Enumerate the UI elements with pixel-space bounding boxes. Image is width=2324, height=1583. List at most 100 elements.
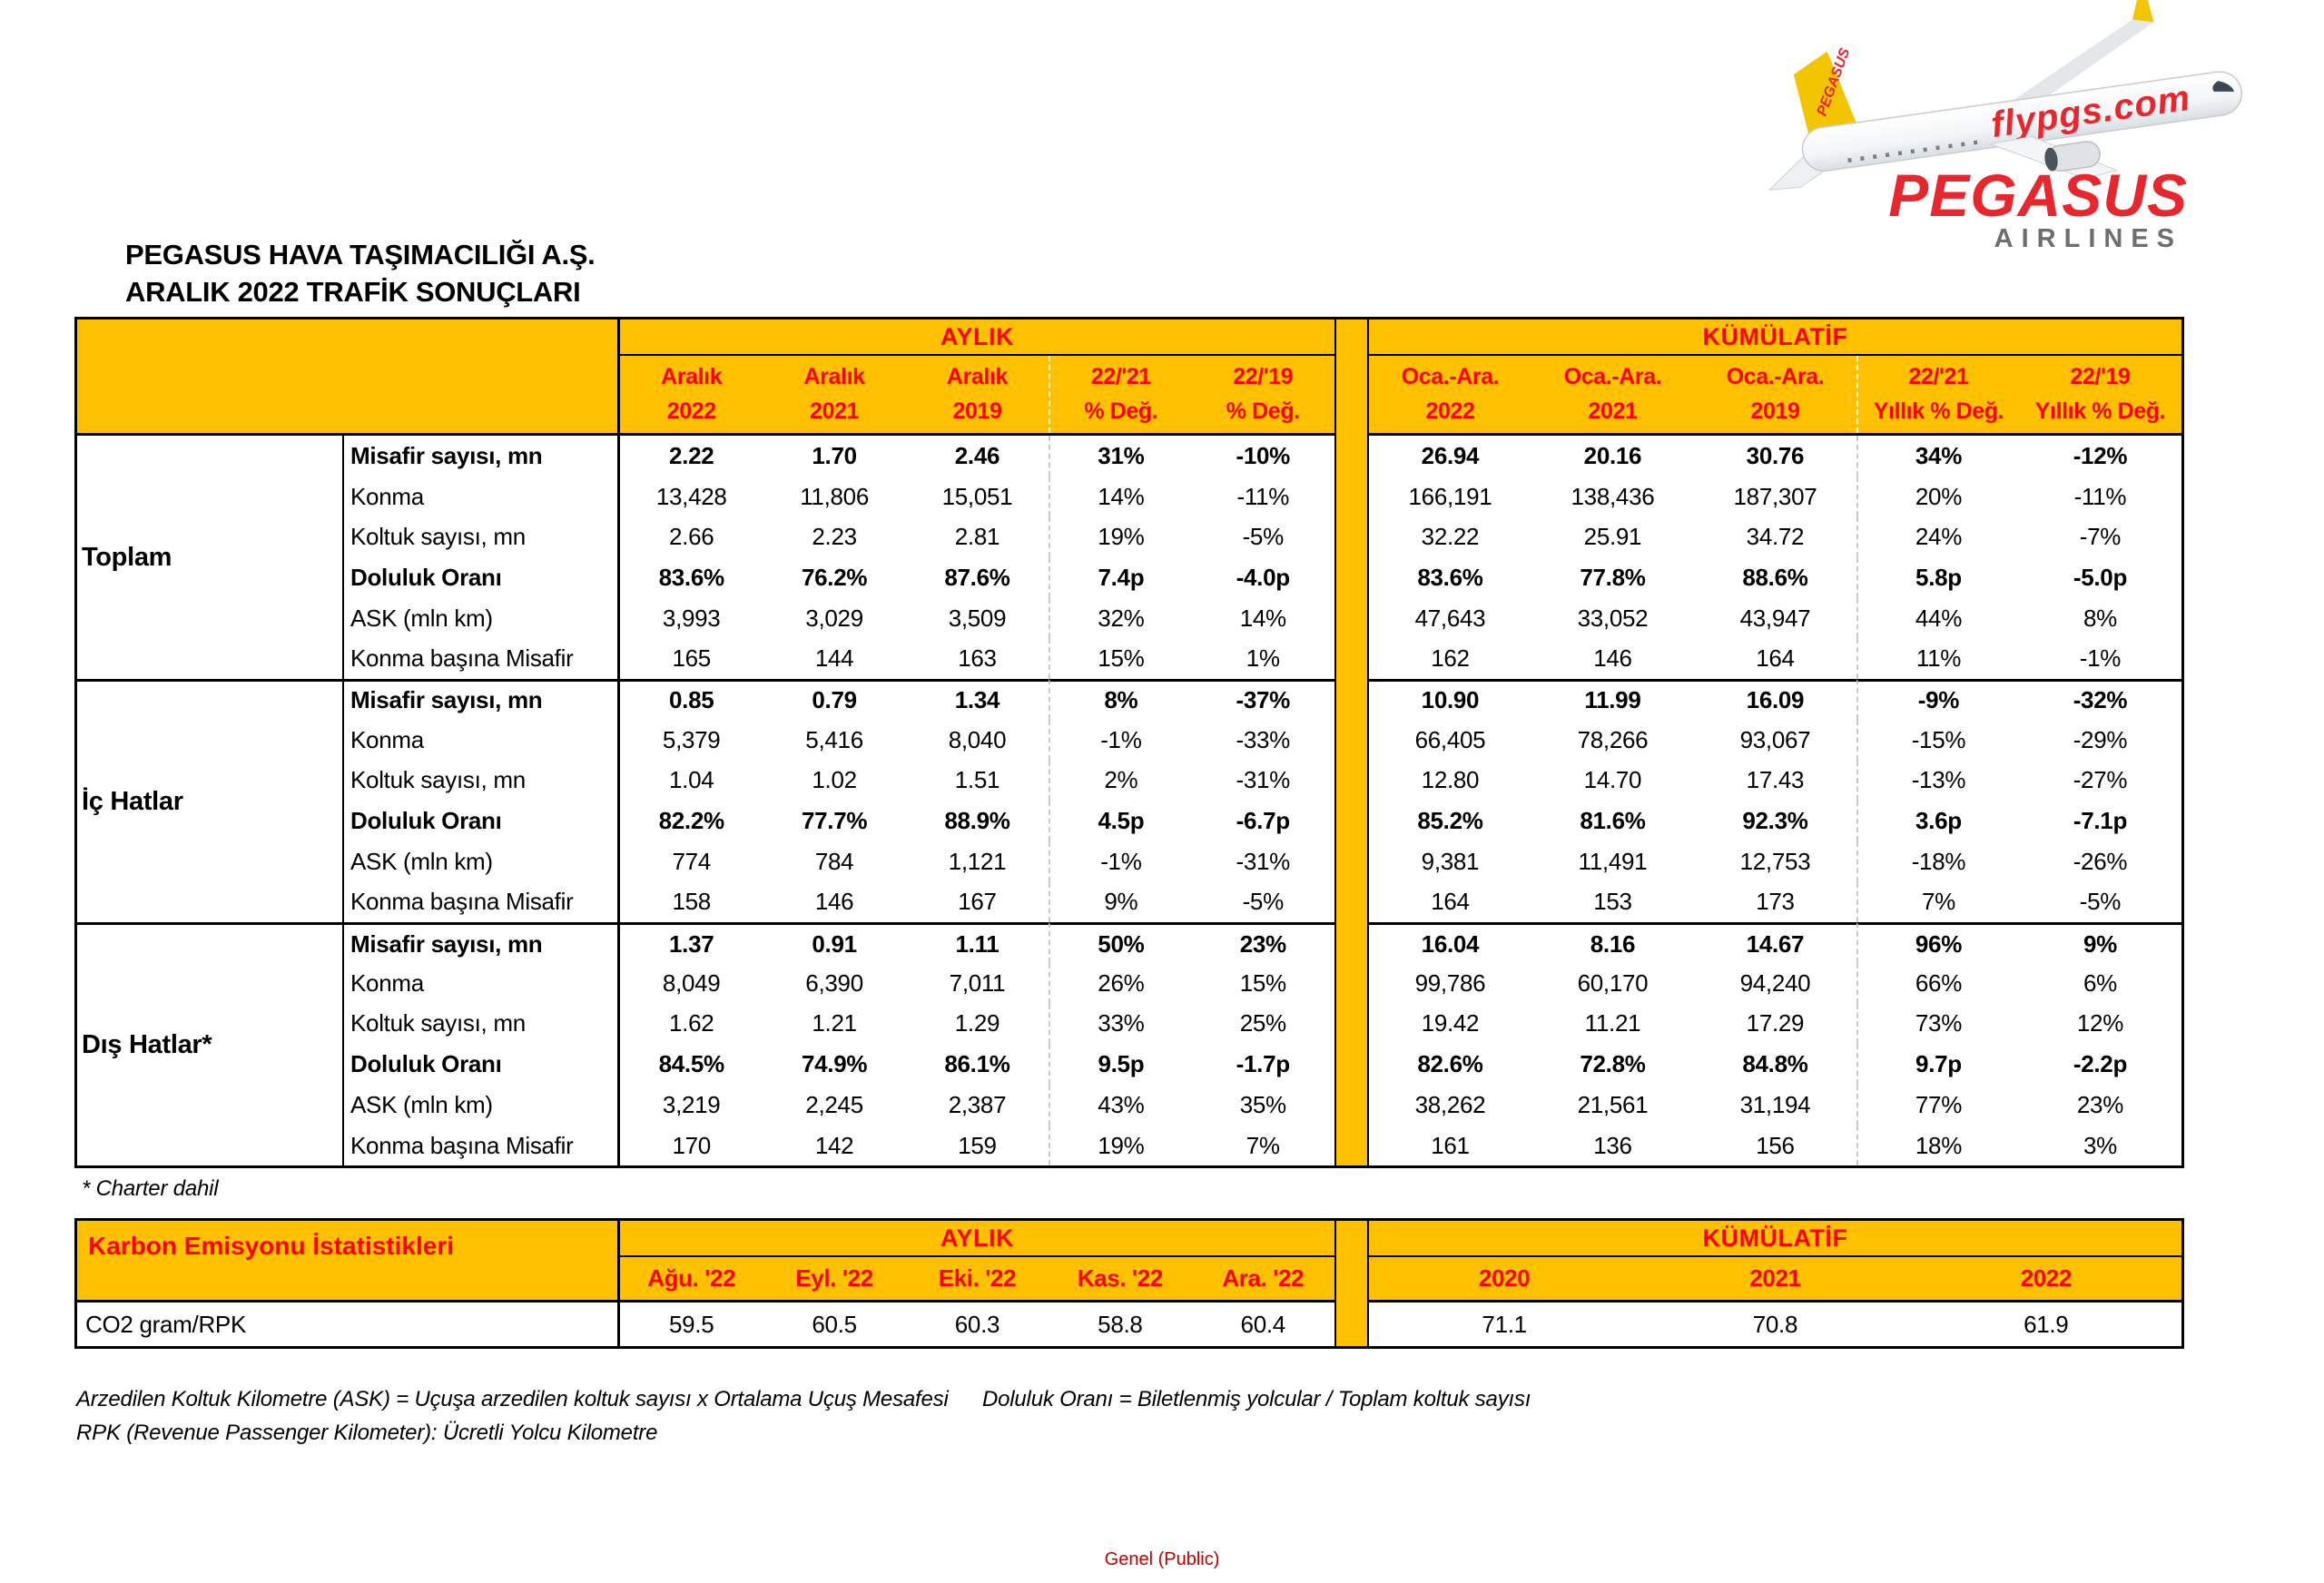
value-cell-monthly-5: 1% [1246,644,1280,673]
value-cell-monthly-1: 3,219 [662,1090,721,1118]
value-cell-monthly-5: -4.0p [1236,563,1290,591]
value-cell-monthly-2: 76.2% [801,563,868,591]
metric-label: Doluluk Oranı [344,557,620,598]
value-cell-monthly-5: -5% [1242,523,1285,551]
section-separator [1334,597,1369,639]
value-cell-cumulative-3: 84.8% [1742,1050,1808,1078]
carbon-col-header-year-2021: 2021 [1749,1264,1801,1292]
ask-footnote: Arzedilen Koltuk Kilometre (ASK) = Uçuşa… [76,1387,949,1411]
classification-footer: Genel (Public) [1104,1549,1220,1569]
value-cell-monthly-5: -10% [1236,441,1291,469]
value-cell-monthly-2: 2.23 [812,523,857,551]
carbon-table-title: Karbon Emisyonu İstatistikleri [77,1221,620,1303]
value-cell-cumulative-3: 17.43 [1746,766,1805,794]
value-cell-monthly-3: 3,509 [948,604,1007,632]
value-cell-monthly-4: 50% [1049,922,1192,963]
value-cell-cumulative-4: 44% [1856,597,2019,639]
value-cell-cumulative-2: 21,561 [1577,1090,1649,1118]
value-cell-monthly-4: 15% [1049,638,1191,680]
value-cell-cumulative-3: 12,753 [1739,847,1811,875]
value-cell-monthly-3: 2,387 [948,1090,1007,1118]
section-separator [1334,881,1369,923]
value-cell-cumulative-2: 136 [1593,1131,1632,1159]
monthly-section-title: AYLIK [620,320,1334,356]
value-cell-monthly-4: 4.5p [1049,801,1191,841]
value-cell-cumulative-5: -27% [2073,766,2128,794]
carbon-col-header-monthly-2: Eyl. '22 [795,1264,873,1292]
value-cell-cumulative-1: 12.80 [1421,766,1480,794]
col-header-cumulative-2: Oca.-Ara. 2021 [1563,364,1662,424]
report-title: ARALIK 2022 TRAFİK SONUÇLARI [125,276,581,308]
value-cell-monthly-5: 14% [1239,604,1286,632]
monthly-header-block: AYLIK Aralık 2022 Aralık 2021 Aralık 2019 2… [620,320,1334,436]
traffic-row: Konma 13,428 11,806 15,051 14% -11% 166,… [344,476,2181,517]
value-cell-cumulative-4: 34% [1856,436,2019,477]
value-cell-monthly-1: 1.37 [620,922,763,963]
section-separator [1334,1303,1369,1346]
value-cell-cumulative-4: 20% [1856,476,2019,517]
carbon-value-monthly-3: 60.3 [954,1310,1000,1338]
value-cell-monthly-2: 142 [814,1131,854,1159]
traffic-group: Toplam Misafir sayısı, mn 2.22 1.70 2.46… [77,436,2181,680]
metric-label: Misafir sayısı, mn [344,679,620,720]
value-cell-cumulative-3: 34.72 [1746,523,1805,551]
value-cell-cumulative-5: -2.2p [2073,1050,2128,1078]
value-cell-cumulative-1: 164 [1431,888,1470,916]
value-cell-monthly-3: 1.34 [905,679,1049,720]
value-cell-cumulative-1: 82.6% [1417,1050,1483,1078]
value-cell-monthly-3: 88.9% [944,807,1010,835]
value-cell-cumulative-2: 20.16 [1583,441,1642,469]
value-cell-cumulative-1: 10.90 [1368,679,1531,720]
value-cell-cumulative-3: 173 [1756,888,1795,916]
brand-sub-wordmark: AIRLINES [1994,224,2182,253]
value-cell-cumulative-4: -9% [1856,679,2019,720]
value-cell-monthly-4: 32% [1049,597,1191,639]
value-cell-monthly-5: -1.7p [1236,1050,1290,1078]
traffic-row: Konma başına Misafir 158 146 167 9% -5% … [344,881,2181,923]
value-cell-monthly-2: 0.91 [763,922,906,963]
value-cell-cumulative-5: 3% [2083,1131,2117,1159]
value-cell-cumulative-4: 73% [1856,1003,2019,1045]
flypgs-text: flypgs.com [1989,78,2193,145]
value-cell-monthly-1: 165 [672,644,711,673]
section-separator [1334,320,1369,436]
value-cell-monthly-2: 5,416 [805,725,863,753]
value-cell-cumulative-3: 156 [1756,1131,1795,1159]
col-header-monthly-2: Aralık 2021 [803,364,865,424]
traffic-row: Doluluk Oranı 82.2% 77.7% 88.9% 4.5p -6.… [344,801,2181,841]
section-separator [1334,1125,1369,1166]
traffic-row: ASK (mln km) 774 784 1,121 -1% -31% 9,38… [344,841,2181,882]
value-cell-cumulative-4: 11% [1856,638,2019,680]
carbon-row-label: CO2 gram/RPK [77,1303,620,1346]
value-cell-monthly-4: 19% [1049,516,1191,558]
value-cell-cumulative-5: -12% [2073,441,2128,469]
value-cell-cumulative-1: 32.22 [1421,523,1480,551]
col-header-monthly-5: 22/'19% Değ. [1226,364,1300,424]
traffic-row: Doluluk Oranı 83.6% 76.2% 87.6% 7.4p -4.… [344,557,2181,598]
value-cell-cumulative-4: 66% [1856,962,2019,1004]
carbon-col-header-monthly-3: Eki. '22 [938,1264,1017,1292]
value-cell-cumulative-1: 166,191 [1408,482,1492,510]
value-cell-monthly-1: 3,993 [662,604,721,632]
traffic-row: Konma 8,049 6,390 7,011 26% 15% 99,786 6… [344,962,2181,1004]
metric-label: Konma başına Misafir [344,881,620,923]
value-cell-monthly-5: -31% [1236,847,1291,875]
section-separator [1334,760,1369,801]
value-cell-monthly-2: 3,029 [805,604,863,632]
traffic-table-header: AYLIK Aralık 2022 Aralık 2021 Aralık 2019 2… [77,320,2181,436]
traffic-row: Misafir sayısı, mn 2.22 1.70 2.46 31% -1… [344,436,2181,477]
value-cell-cumulative-3: 16.09 [1693,679,1856,720]
traffic-row: Konma başına Misafir 170 142 159 19% 7% … [344,1125,2181,1166]
value-cell-cumulative-1: 47,643 [1414,604,1486,632]
value-cell-cumulative-5: -11% [2073,482,2127,510]
value-cell-cumulative-3: 43,947 [1739,604,1811,632]
value-cell-monthly-1: 84.5% [658,1050,725,1078]
value-cell-monthly-1: 0.85 [620,679,763,720]
value-cell-monthly-3: 1.11 [905,922,1049,963]
tail-fin [1793,51,1861,141]
value-cell-cumulative-2: 78,266 [1577,725,1649,753]
metric-label: Doluluk Oranı [344,801,620,841]
value-cell-monthly-4: 7.4p [1049,557,1191,598]
section-separator [1334,719,1369,761]
value-cell-monthly-4: -1% [1049,841,1191,882]
